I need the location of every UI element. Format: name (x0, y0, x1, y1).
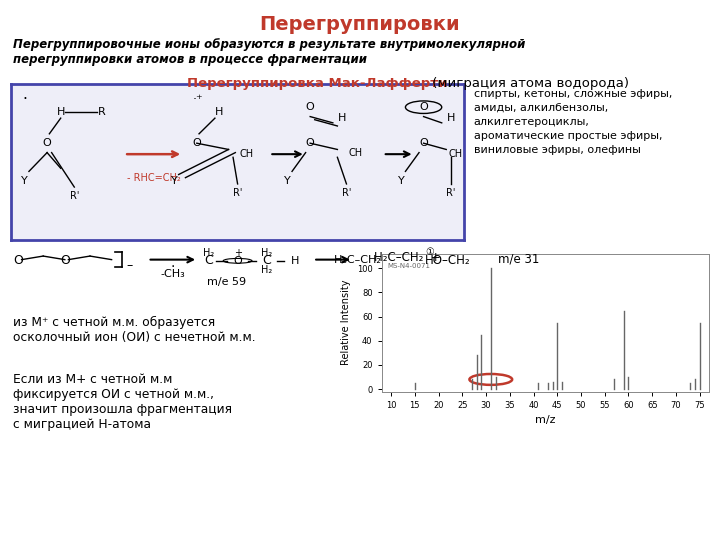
Text: - RHC=CH₂: - RHC=CH₂ (127, 173, 181, 183)
Text: Y: Y (171, 176, 177, 186)
Text: O: O (419, 102, 428, 112)
Text: ·⁺: ·⁺ (192, 93, 203, 106)
Text: -CH₃: -CH₃ (161, 269, 185, 279)
Text: CH: CH (348, 147, 363, 158)
Text: +: + (233, 247, 242, 258)
Text: H₂: H₂ (203, 248, 215, 258)
Text: O: O (306, 138, 315, 148)
Text: Если из М+ с четной м.м
фиксируется ОИ с четной м.м.,
значит произошла фрагмента: Если из М+ с четной м.м фиксируется ОИ с… (13, 373, 232, 430)
Text: H₂C–CH₂ +: H₂C–CH₂ + (334, 255, 393, 265)
Text: (миграция атома водорода): (миграция атома водорода) (428, 77, 629, 90)
Text: Перегруппировки: Перегруппировки (260, 15, 460, 34)
Text: CH: CH (240, 149, 253, 159)
Text: R': R' (342, 188, 351, 198)
Text: H: H (215, 107, 224, 117)
Text: Y: Y (284, 176, 291, 186)
Text: O: O (419, 138, 428, 148)
Text: C: C (262, 254, 271, 267)
Text: Y: Y (21, 176, 28, 186)
Text: m/e 31: m/e 31 (498, 253, 539, 266)
Text: H: H (291, 256, 300, 266)
Text: m/e 59: m/e 59 (207, 276, 246, 287)
Text: R': R' (233, 188, 243, 198)
X-axis label: m/z: m/z (535, 415, 556, 425)
Text: H₂C–CH₂  +: H₂C–CH₂ + (374, 251, 441, 264)
Text: H₂: H₂ (261, 248, 272, 258)
Text: O: O (233, 256, 242, 266)
Text: HO–CH₂: HO–CH₂ (425, 254, 470, 267)
Text: R: R (98, 107, 105, 117)
Text: R': R' (446, 188, 456, 198)
Text: Y: Y (397, 176, 404, 186)
Text: Перегруппировка Мак-Лафферти: Перегруппировка Мак-Лафферти (187, 77, 448, 90)
Text: Перегруппировочные ионы образуются в результате внутримолекулярной
перегруппиров: Перегруппировочные ионы образуются в рез… (13, 38, 526, 66)
Text: –: – (127, 259, 132, 272)
Y-axis label: Relative Intensity: Relative Intensity (341, 280, 351, 366)
Text: из М⁺ с четной м.м. образуется
осколочный ион (ОИ) с нечетной м.м.: из М⁺ с четной м.м. образуется осколочны… (13, 316, 256, 344)
Text: H: H (338, 113, 346, 123)
Text: спирты, кетоны, сложные эфиры,
амиды, алкилбензолы,
алкилгетероциклы,
ароматичес: спирты, кетоны, сложные эфиры, амиды, ал… (474, 89, 672, 155)
Text: O: O (306, 102, 315, 112)
Text: ①: ① (425, 247, 433, 257)
Text: R': R' (70, 192, 79, 201)
Text: CH: CH (449, 149, 462, 159)
Text: H: H (446, 113, 455, 123)
Text: O: O (13, 254, 23, 267)
Text: MS-N4-0071: MS-N4-0071 (387, 264, 431, 269)
Text: O: O (42, 138, 51, 148)
Text: ·: · (22, 92, 27, 107)
Text: C: C (204, 254, 213, 267)
Text: O: O (60, 254, 70, 267)
Text: ·: · (171, 260, 175, 274)
Text: H₂: H₂ (261, 265, 272, 275)
Text: O: O (192, 138, 201, 148)
Text: H: H (56, 107, 65, 117)
